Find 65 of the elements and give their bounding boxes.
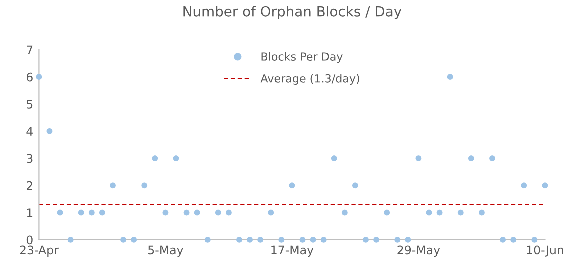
legend-label: Blocks Per Day [262,52,343,64]
point [490,156,496,162]
point [110,182,116,189]
point [215,210,222,216]
chart-title: Number of Orphan Blocks / Day [184,6,402,20]
point [363,237,369,243]
y-tick-label: 0 [26,236,33,245]
point [278,237,285,243]
point [342,210,348,216]
point [510,237,517,243]
y-tick-label: 5 [27,100,33,109]
point [236,237,242,243]
point [352,182,358,189]
y-tick-label: 7 [27,46,33,54]
point [152,156,158,162]
point [542,182,548,189]
y-tick-label: 6 [26,72,33,82]
point [331,156,338,162]
point [258,237,264,243]
point [310,237,316,243]
point [142,182,148,189]
point [458,210,464,216]
point [289,182,296,189]
y-tick-label: 3 [27,154,33,164]
point [68,237,74,243]
point [57,210,64,216]
point [394,237,401,243]
point [416,156,422,162]
point [173,156,180,162]
point [78,210,84,216]
legend-label: Average (1.3/day) [260,74,360,85]
point [226,210,232,216]
point [447,74,454,80]
point [100,210,106,216]
point [521,182,528,189]
point [268,210,274,216]
point [320,237,327,243]
point [120,237,126,243]
point [184,210,190,216]
point [204,237,211,243]
point [479,210,485,216]
y-tick-label: 4 [26,127,33,136]
point [162,210,169,216]
x-tick-label: 17-May [272,246,314,257]
point [532,237,538,243]
point [88,210,95,216]
point [436,210,443,216]
point [194,210,200,216]
point [405,237,412,243]
x-tick-label: 5-May [148,246,184,257]
point [300,237,306,243]
x-tick-label: 29-May [398,246,440,257]
x-tick-label: 23-Apr [20,246,59,257]
point [46,128,53,134]
x-tick-label: 10-Jun [527,246,564,257]
point [426,210,432,216]
point [247,237,253,243]
point [468,156,474,162]
point [374,237,380,243]
point [131,237,138,243]
y-tick-label: 2 [26,181,32,190]
y-tick-label: 1 [27,208,33,218]
point [36,74,42,80]
point [500,237,506,243]
point [384,210,390,216]
